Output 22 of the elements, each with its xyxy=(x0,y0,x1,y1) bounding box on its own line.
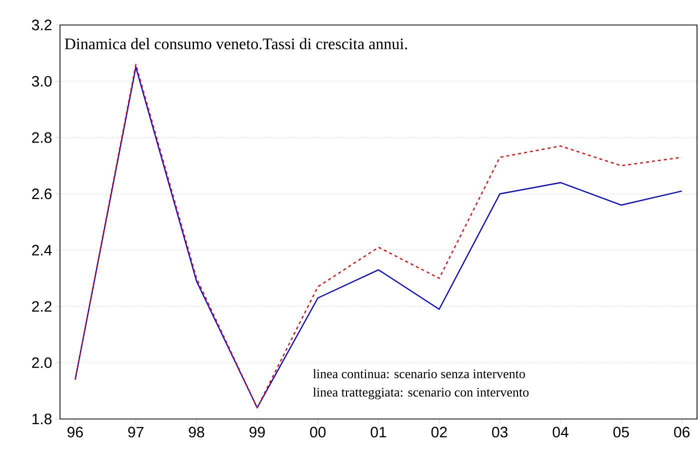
y-tick-label: 2.6 xyxy=(32,188,52,200)
y-tick-label: 2.8 xyxy=(32,132,52,143)
y-tick-label: 2.0 xyxy=(32,357,52,368)
x-tick-label: 00 xyxy=(310,426,326,438)
annotation: linea continua: scenario senza intervento xyxy=(313,369,525,378)
y-tick-label: 2.2 xyxy=(32,301,52,312)
text: Dinamica del consumo veneto.Tassi di crescita annui. xyxy=(64,38,408,50)
y-tick-label: 3.2 xyxy=(32,20,52,30)
x-tick-label: 01 xyxy=(370,426,386,438)
annotation: linea tratteggiata: scenario con intervento xyxy=(313,387,529,400)
x-tick-label: 97 xyxy=(128,426,144,438)
x-tick-label: 04 xyxy=(552,426,568,438)
x-tick-label: 96 xyxy=(68,426,83,438)
x-tick-label: 05 xyxy=(613,426,629,438)
x-tick-label: 02 xyxy=(431,426,447,438)
y-tick-label: 3.0 xyxy=(32,76,52,87)
x-tick-label: 03 xyxy=(492,426,508,438)
x-tick-label: 98 xyxy=(188,426,204,438)
x-tick-label: 06 xyxy=(674,426,690,438)
y-tick-label: 1.8 xyxy=(32,414,52,424)
x-tick-label: 99 xyxy=(250,426,265,438)
y-tick-label: 2.4 xyxy=(32,244,52,256)
